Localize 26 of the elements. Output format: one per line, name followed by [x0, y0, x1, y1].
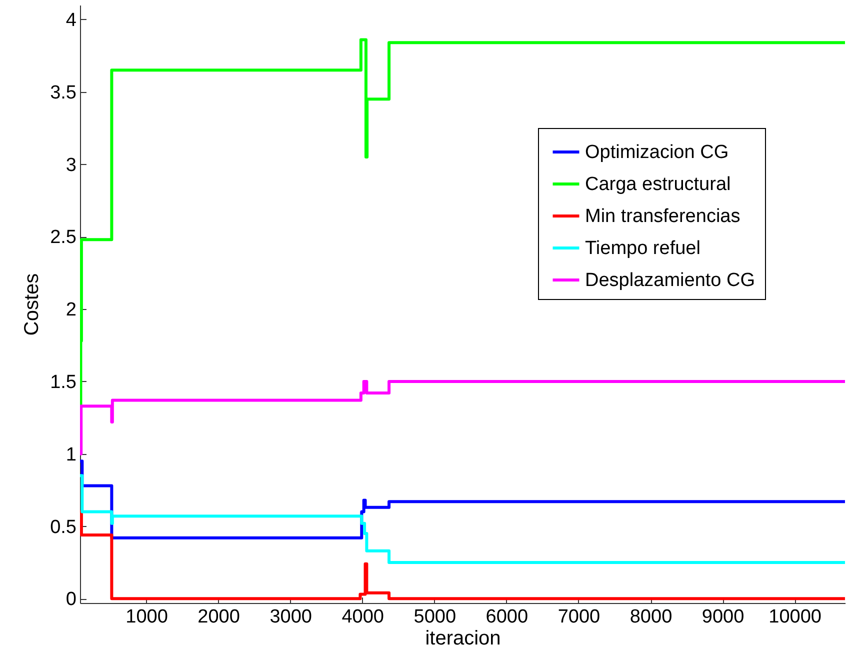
legend-label: Min transferencias: [585, 206, 740, 227]
x-tick-label: 8000: [630, 606, 672, 628]
legend-label: Optimizacion CG: [585, 142, 729, 163]
x-tick-label: 4000: [342, 606, 384, 628]
y-tick-label: 1.5: [50, 372, 76, 393]
y-axis-title: Costes: [21, 273, 44, 336]
x-tick-label: 5000: [414, 606, 456, 628]
y-tick-label: 3: [66, 154, 76, 176]
y-tick-label: 2.5: [50, 227, 76, 248]
y-tick-label: 2: [66, 300, 76, 321]
x-tick-label: 10000: [768, 606, 822, 628]
x-tick-label: 2000: [198, 606, 240, 628]
legend-label: Tiempo refuel: [585, 238, 700, 259]
y-tick-label: 4: [66, 10, 77, 31]
legend-label: Desplazamiento CG: [585, 270, 756, 291]
x-tick-label: 6000: [486, 606, 528, 628]
x-tick-label: 7000: [558, 606, 600, 628]
x-tick-label: 3000: [270, 606, 312, 628]
x-tick-label: 9000: [702, 606, 744, 628]
legend-label: Carga estructural: [585, 174, 731, 195]
y-tick-label: 0.5: [50, 516, 76, 538]
x-axis-title: iteracion: [425, 628, 501, 650]
y-tick-label: 3.5: [50, 82, 76, 104]
y-tick-label: 1: [66, 444, 76, 466]
y-tick-label: 0: [66, 589, 76, 610]
x-tick-label: 1000: [126, 606, 168, 628]
